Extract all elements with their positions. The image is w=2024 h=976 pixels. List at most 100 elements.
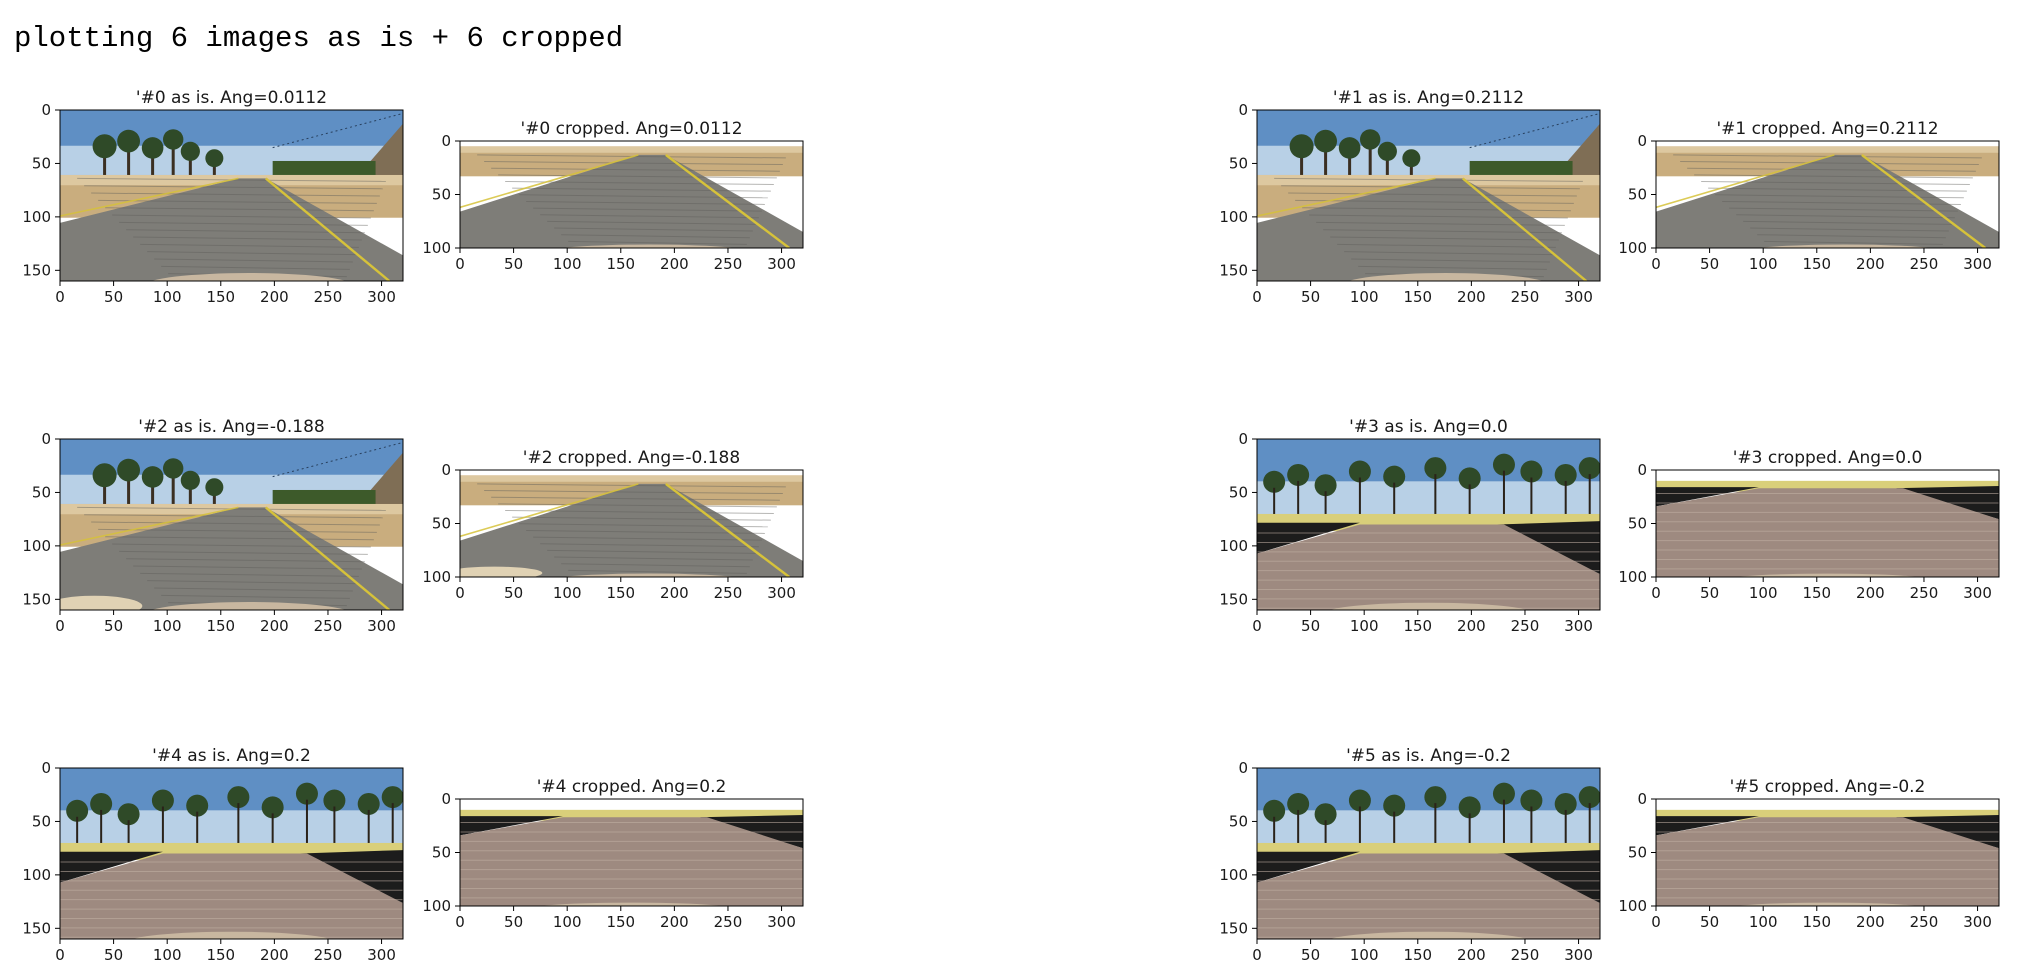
road-texture — [547, 220, 756, 225]
wall-left — [1257, 851, 1360, 883]
y-tick-label: 100 — [422, 568, 451, 586]
tree-canopy — [1492, 453, 1515, 476]
y-tick-label: 100 — [422, 239, 451, 257]
camera-image — [460, 146, 803, 248]
x-tick-label: 250 — [314, 288, 343, 306]
road-texture — [568, 240, 747, 245]
x-tick-label: 200 — [1457, 288, 1486, 306]
y-tick-label: 150 — [22, 261, 51, 279]
tree-trunk — [1393, 811, 1396, 845]
tree-trunk — [1273, 816, 1276, 845]
x-tick-label: 100 — [553, 255, 582, 273]
tree-trunk — [212, 162, 216, 175]
subplot-4: '#2 as is. Ang=-0.188 0 50 100 150 200 250 300 0… — [22, 417, 404, 635]
tree-trunk — [151, 480, 155, 504]
x-tick-label: 200 — [260, 288, 289, 306]
tree-canopy — [1314, 129, 1337, 153]
x-tick-label: 300 — [1963, 255, 1992, 273]
road-texture — [533, 207, 762, 212]
grass-strip — [1656, 480, 1999, 492]
road-texture — [105, 536, 374, 541]
road-texture — [1701, 181, 1970, 186]
sky-lower — [60, 810, 403, 845]
tree-canopy — [1338, 137, 1361, 159]
x-tick-label: 100 — [153, 617, 182, 635]
tree-trunk — [271, 813, 274, 845]
y-tick-label: 100 — [22, 866, 51, 884]
sky-upper — [60, 110, 403, 146]
y-tick-label: 0 — [441, 461, 451, 479]
tree-canopy — [117, 803, 140, 826]
tree-trunk — [1297, 809, 1300, 845]
x-tick-label: 250 — [1910, 584, 1939, 602]
tree-trunk — [1348, 151, 1352, 175]
tree-canopy — [180, 470, 200, 490]
camera-image — [1656, 146, 1999, 248]
x-tick-label: 150 — [1403, 617, 1432, 635]
road-texture — [512, 187, 771, 192]
road-texture — [1358, 265, 1547, 270]
tree-trunk — [1409, 162, 1413, 175]
subplot-title: '#4 cropped. Ang=0.2 — [537, 777, 727, 797]
x-tick-label: 200 — [1856, 913, 1885, 931]
bush-band — [272, 160, 376, 175]
y-tick-label: 50 — [1628, 186, 1647, 204]
road-texture — [91, 192, 380, 197]
tree-trunk — [100, 809, 103, 845]
y-tick-label: 150 — [22, 590, 51, 608]
x-tick-label: 250 — [314, 617, 343, 635]
tree-canopy — [1287, 463, 1310, 486]
lane-line-left — [1257, 177, 1436, 217]
tree-trunk — [1588, 803, 1591, 845]
y-tick-label: 100 — [1618, 897, 1647, 915]
camera-image — [460, 475, 803, 577]
x-tick-label: 250 — [714, 584, 743, 602]
x-tick-label: 250 — [1511, 946, 1540, 964]
cobble-road — [1656, 488, 1999, 577]
tree-trunk — [1300, 150, 1304, 175]
road-texture — [1309, 214, 1568, 219]
road-texture — [484, 490, 783, 495]
road-texture — [554, 227, 753, 232]
tree-trunk — [1564, 480, 1567, 516]
y-tick-label: 150 — [1219, 919, 1248, 937]
y-tick-label: 0 — [1637, 461, 1647, 479]
tree-canopy — [1348, 789, 1371, 812]
road-texture — [554, 556, 753, 561]
camera-image — [1257, 110, 1600, 281]
lane-line-left — [1656, 154, 1835, 209]
x-tick-label: 300 — [767, 584, 796, 602]
tree-canopy — [1263, 470, 1286, 493]
subplot-11: '#5 cropped. Ang=-0.2 0 50 100 150 200 250 300 0… — [1618, 777, 2000, 931]
car-hood — [561, 573, 736, 577]
x-tick-label: 0 — [1651, 584, 1661, 602]
subplot-title: '#0 as is. Ang=0.0112 — [136, 88, 327, 108]
tree-canopy — [1554, 792, 1577, 815]
x-tick-label: 100 — [1749, 584, 1778, 602]
x-tick-label: 300 — [367, 946, 396, 964]
tree-trunk — [1324, 491, 1327, 516]
x-tick-label: 0 — [1252, 288, 1262, 306]
y-tick-label: 50 — [32, 812, 51, 830]
lane-line-right — [665, 153, 791, 248]
x-tick-label: 300 — [367, 288, 396, 306]
x-tick-label: 200 — [660, 913, 689, 931]
camera-image — [60, 110, 403, 281]
axes-frame — [1256, 438, 1601, 611]
subplot-title: '#1 as is. Ang=0.2112 — [1333, 88, 1524, 108]
x-tick-label: 50 — [104, 946, 123, 964]
y-tick-label: 50 — [432, 844, 451, 862]
x-tick-label: 250 — [714, 913, 743, 931]
x-tick-label: 300 — [767, 255, 796, 273]
road-texture — [1743, 220, 1952, 225]
tree-canopy — [92, 134, 117, 159]
road-texture — [91, 521, 380, 526]
x-tick-label: 300 — [1963, 584, 1992, 602]
y-tick-label: 100 — [1618, 239, 1647, 257]
tree-canopy — [323, 789, 346, 812]
x-tick-label: 150 — [206, 617, 235, 635]
tree-trunk — [1393, 482, 1396, 516]
road-texture — [147, 580, 356, 585]
tree-trunk — [103, 150, 107, 175]
